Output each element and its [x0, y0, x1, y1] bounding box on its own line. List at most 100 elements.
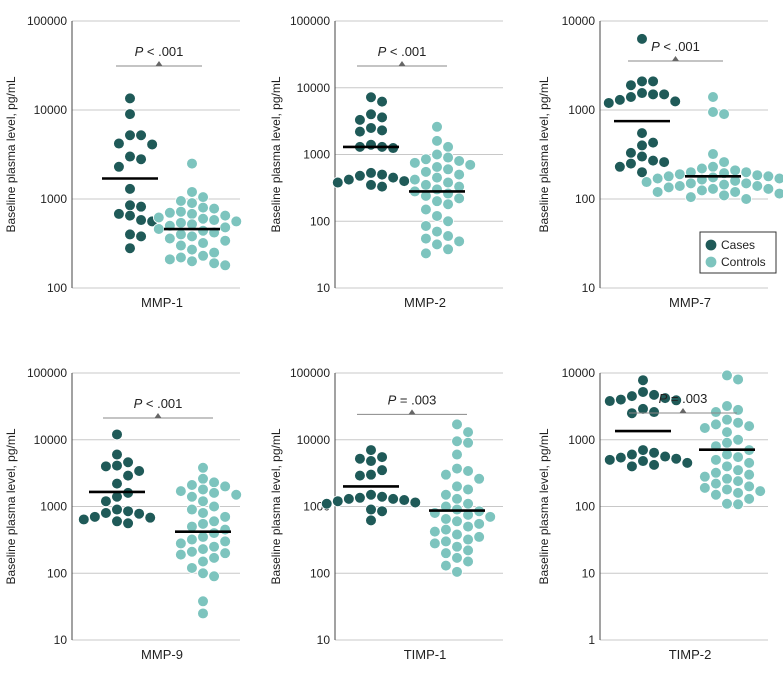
controls-point	[440, 500, 452, 513]
pvalue-label: P < .001	[134, 396, 183, 411]
cases-point	[365, 444, 377, 456]
cases-point	[376, 95, 388, 108]
controls-point	[451, 462, 463, 475]
y-tick-label: 10	[54, 633, 68, 647]
controls-point	[197, 212, 209, 225]
controls-point	[451, 418, 463, 431]
y-tick-label: 1000	[40, 500, 67, 514]
cases-point	[100, 507, 112, 519]
cases-point	[124, 242, 136, 255]
controls-point	[186, 186, 198, 198]
legend-cases-swatch	[705, 239, 717, 251]
cases-point	[135, 153, 147, 166]
cases-point	[331, 495, 344, 508]
controls-point	[473, 473, 485, 485]
controls-point	[420, 166, 432, 178]
x-category-label: TIMP-2	[669, 647, 712, 662]
y-tick-label: 10	[317, 281, 331, 295]
cases-point	[387, 493, 399, 505]
controls-point	[740, 193, 753, 205]
controls-point	[707, 91, 719, 103]
controls-point	[442, 215, 454, 228]
controls-point	[164, 253, 176, 266]
controls-point	[732, 498, 744, 511]
y-tick-label: 100	[310, 214, 330, 228]
cases-point	[636, 75, 648, 88]
controls-point	[219, 480, 231, 493]
controls-point	[440, 488, 452, 501]
cases-point	[113, 137, 125, 150]
cases-point	[122, 505, 134, 518]
cases-point	[365, 488, 377, 501]
controls-point	[442, 176, 454, 189]
controls-point	[152, 223, 165, 235]
cases-point	[365, 455, 377, 467]
cases-point	[637, 403, 649, 415]
controls-point	[219, 221, 232, 234]
cases-point	[636, 150, 648, 163]
controls-point	[186, 157, 198, 170]
controls-point	[718, 178, 730, 191]
cases-point	[637, 386, 649, 398]
cases-point	[365, 108, 377, 121]
controls-point	[431, 183, 443, 196]
controls-point	[462, 544, 474, 557]
controls-point	[451, 552, 463, 564]
cases-point	[144, 511, 157, 524]
controls-point	[197, 201, 209, 214]
controls-point	[431, 148, 443, 161]
controls-point	[440, 559, 452, 572]
controls-point	[451, 515, 463, 528]
y-tick-label: 10000	[562, 14, 596, 28]
cases-point	[376, 168, 388, 181]
controls-point	[186, 490, 198, 503]
cases-point	[626, 448, 638, 461]
cases-point	[100, 495, 112, 508]
controls-point	[164, 206, 176, 219]
cases-point	[111, 503, 123, 516]
controls-point	[197, 495, 209, 508]
y-tick-label: 100	[47, 566, 67, 580]
controls-point	[197, 237, 209, 249]
cases-point	[354, 469, 366, 482]
cases-point	[122, 469, 134, 482]
panel-mmp-7: 10 100 1000 10000 Baseline plasma level, pg/…	[537, 14, 783, 310]
pvalue-marker	[154, 413, 162, 418]
controls-point	[429, 525, 441, 538]
legend: Cases Controls	[699, 231, 777, 274]
controls-point	[175, 205, 187, 218]
cases-point	[647, 154, 659, 167]
controls-point	[197, 607, 209, 620]
pvalue-label: P = .003	[659, 391, 708, 406]
controls-point	[721, 483, 733, 496]
controls-point	[707, 106, 719, 118]
cases-point	[365, 138, 377, 151]
controls-point	[721, 460, 733, 473]
controls-point	[175, 485, 187, 497]
cases-point	[133, 465, 145, 477]
pvalue-label: P < .001	[378, 44, 427, 59]
cases-point	[648, 389, 660, 401]
y-tick-label: 100	[310, 566, 330, 580]
y-tick-label: 100	[575, 500, 595, 514]
cases-point	[376, 451, 388, 463]
controls-point	[729, 186, 741, 198]
cases-point	[135, 214, 147, 226]
controls-point	[208, 214, 220, 226]
controls-point	[197, 518, 209, 530]
controls-point	[732, 404, 744, 416]
cases-point	[376, 464, 388, 476]
controls-point	[462, 465, 474, 477]
controls-point	[440, 513, 452, 525]
controls-point	[451, 566, 463, 578]
controls-point	[208, 540, 220, 553]
controls-point	[732, 433, 744, 446]
y-tick-label: 1000	[303, 148, 330, 162]
cases-point	[354, 169, 366, 182]
cases-point	[626, 460, 638, 473]
controls-point	[175, 251, 187, 264]
controls-point	[462, 483, 474, 496]
cases-point	[637, 455, 649, 467]
controls-point	[186, 243, 198, 256]
controls-point	[442, 187, 454, 200]
